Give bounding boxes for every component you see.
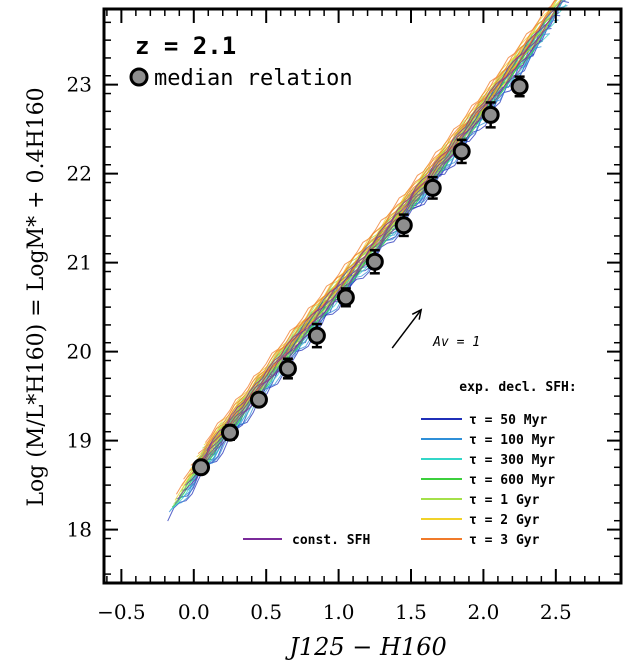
- median-point: [510, 77, 529, 96]
- median-legend-label: median relation: [154, 66, 353, 91]
- model-track: [199, 0, 566, 464]
- dust-vector-head: [411, 308, 423, 320]
- median-points: [192, 75, 529, 477]
- median-point: [394, 216, 413, 235]
- x-axis-ticks: −0.5 0.0 0.5 1.0 1.5 2.0 2.5: [97, 9, 601, 624]
- x-tick-label: 1.5: [395, 600, 427, 624]
- y-tick-label: 23: [67, 73, 92, 97]
- legend-entry: τ = 600 Myr: [469, 473, 555, 488]
- dust-vector-arrow: [391, 309, 422, 349]
- legend: τ = 50 Myr τ = 100 Myr τ = 300 Myr τ = 600 …: [243, 413, 555, 548]
- plot-frame: [102, 7, 623, 585]
- median-point: [365, 252, 384, 271]
- median-point: [249, 390, 268, 409]
- y-tick-label: 22: [67, 162, 92, 186]
- x-tick-label: 2.5: [540, 600, 572, 624]
- model-track: [204, 0, 556, 443]
- y-tick-label: 20: [67, 340, 92, 364]
- legend-entry: τ = 300 Myr: [469, 453, 555, 468]
- dust-vector-label: Av = 1: [432, 335, 480, 350]
- median-point: [192, 458, 211, 477]
- legend-entry-const: const. SFH: [292, 533, 370, 548]
- median-point: [452, 142, 471, 161]
- median-point: [336, 288, 355, 307]
- y-tick-label: 19: [67, 429, 92, 453]
- median-point: [481, 105, 500, 124]
- y-axis-label: Log (M/L*H160) = LogM* + 0.4H160: [24, 87, 49, 506]
- x-tick-label: 1.0: [323, 600, 355, 624]
- x-tick-label: 2.0: [468, 600, 500, 624]
- legend-entry: τ = 100 Myr: [469, 433, 555, 448]
- y-tick-label: 21: [67, 251, 92, 275]
- legend-title: exp. decl. SFH:: [459, 380, 576, 395]
- y-tick-label: 18: [67, 518, 92, 542]
- legend-entry: τ = 3 Gyr: [469, 533, 540, 548]
- model-track: [206, 0, 562, 451]
- median-point: [307, 326, 326, 345]
- x-axis-label: J125 − H160: [284, 633, 447, 661]
- y-axis-ticks: 18 19 20 21 22 23: [67, 21, 621, 575]
- legend-entry: τ = 2 Gyr: [469, 513, 540, 528]
- median-point: [220, 423, 239, 442]
- x-tick-label: 0.5: [250, 600, 282, 624]
- model-track: [177, 39, 542, 500]
- model-track: [197, 0, 558, 454]
- redshift-annotation: z = 2.1: [135, 32, 236, 60]
- x-tick-label: −0.5: [97, 600, 146, 624]
- dust-vector: Av = 1: [391, 308, 480, 350]
- median-point: [423, 178, 442, 197]
- median-legend-marker: [129, 67, 149, 87]
- median-point: [278, 359, 297, 378]
- legend-entry: τ = 1 Gyr: [469, 493, 540, 508]
- x-tick-label: 0.0: [178, 600, 210, 624]
- legend-entry: τ = 50 Myr: [469, 413, 547, 428]
